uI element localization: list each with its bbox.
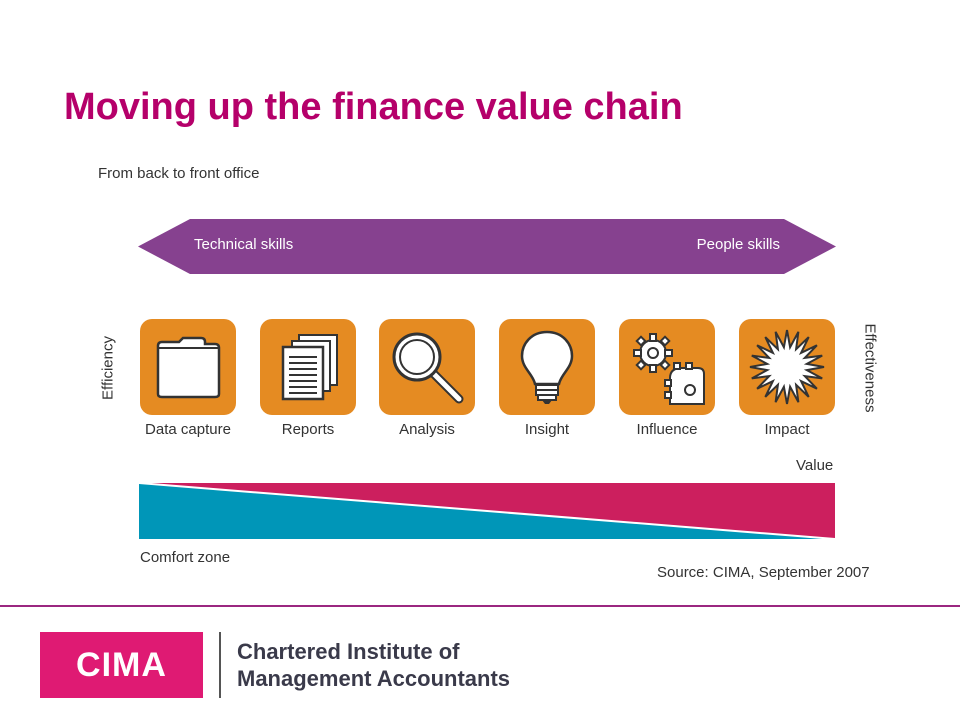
stage-label: Influence — [636, 421, 698, 438]
stage-insight: Insight — [499, 319, 595, 438]
magnifier-icon — [392, 332, 464, 404]
starburst-icon — [749, 329, 825, 405]
stage-box — [140, 319, 236, 415]
lightbulb-icon — [520, 330, 574, 404]
diagram-subtitle: From back to front office — [98, 165, 260, 182]
skills-arrow: Technical skills People skills — [138, 219, 836, 274]
double-arrow-icon — [138, 219, 836, 274]
cima-logo: CIMA — [40, 632, 203, 698]
org-name-line-2: Management Accountants — [237, 666, 511, 691]
stage-analysis: Analysis — [379, 319, 475, 438]
stage-data-capture: Data capture — [140, 319, 236, 438]
effectiveness-label: Effectiveness — [861, 323, 879, 413]
footer-divider-line — [0, 605, 960, 607]
stage-impact: Impact — [739, 319, 835, 438]
stage-box — [260, 319, 356, 415]
technical-skills-label: Technical skills — [194, 236, 294, 253]
organization-name: Chartered Institute of Management Accoun… — [237, 638, 510, 692]
stage-box — [619, 319, 715, 415]
page-title: Moving up the finance value chain — [64, 86, 683, 128]
stage-reports: Reports — [260, 319, 356, 438]
stage-label: Data capture — [145, 421, 231, 438]
people-skills-label: People skills — [696, 236, 780, 253]
source-note: Source: CIMA, September 2007 — [657, 564, 870, 581]
org-name-line-1: Chartered Institute of — [237, 639, 460, 664]
stage-box — [379, 319, 475, 415]
comfort-zone-label: Comfort zone — [140, 549, 231, 566]
gears-icon — [633, 333, 705, 405]
stage-influence: Influence — [619, 319, 715, 438]
value-label: Value — [796, 457, 834, 474]
footer-vertical-divider — [219, 632, 221, 698]
efficiency-label: Efficiency — [99, 336, 117, 400]
stage-label: Reports — [281, 421, 335, 438]
stage-box — [499, 319, 595, 415]
stage-label: Analysis — [399, 421, 455, 438]
folder-icon — [156, 336, 221, 399]
logo-text: CIMA — [76, 645, 167, 684]
stage-box — [739, 319, 835, 415]
stage-label: Insight — [524, 421, 570, 438]
documents-icon — [281, 334, 338, 401]
value-comfort-bar — [139, 483, 835, 540]
stage-label: Impact — [764, 421, 810, 438]
